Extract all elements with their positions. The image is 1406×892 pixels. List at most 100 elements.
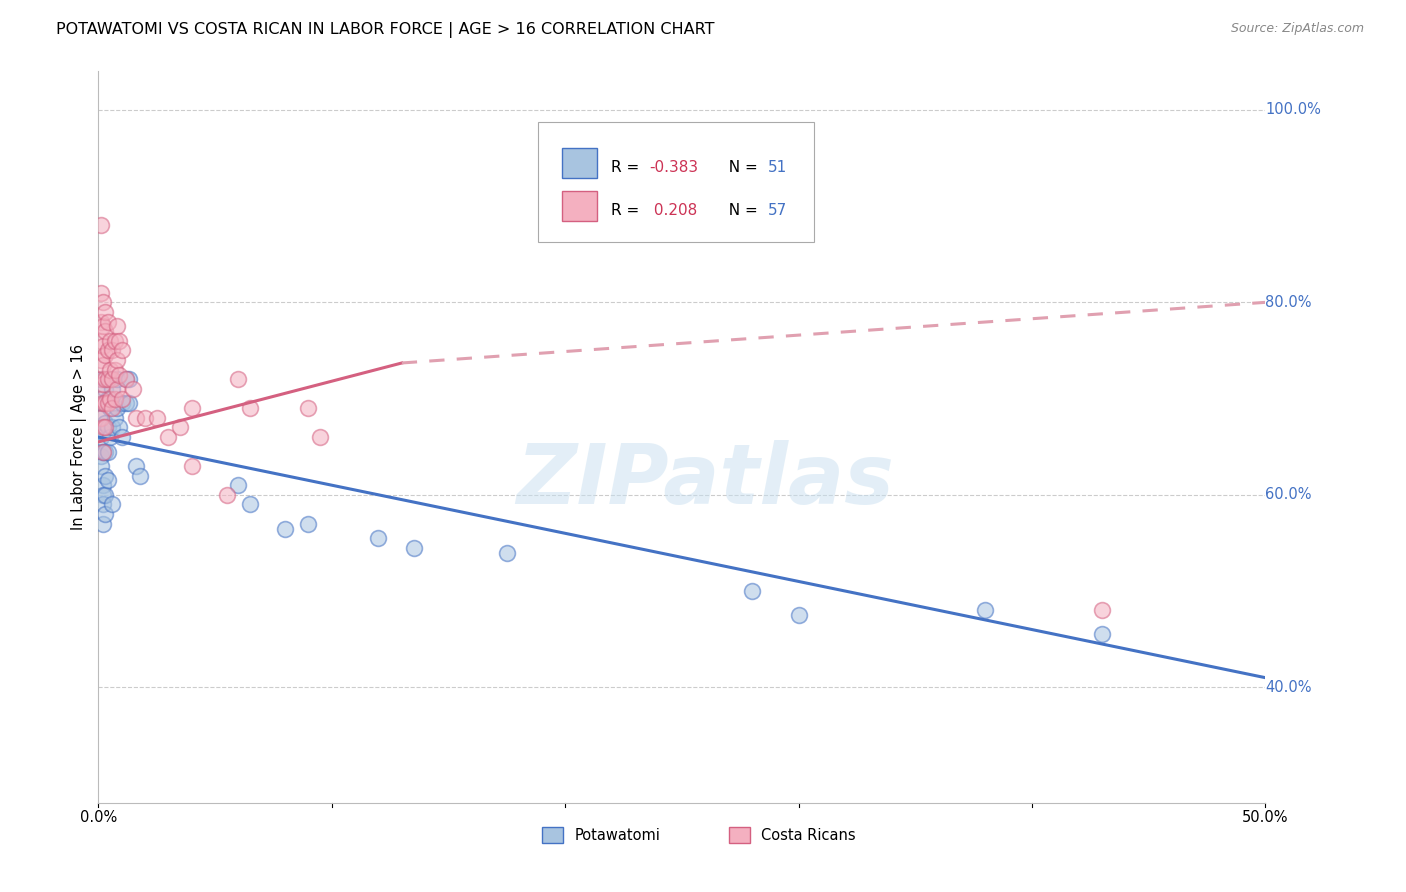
FancyBboxPatch shape: [538, 122, 814, 242]
Point: [97, 474, 120, 488]
Point: [741, 584, 763, 599]
Point: [787, 608, 810, 623]
Point: [90, 353, 112, 368]
Point: [90, 372, 112, 386]
Point: [367, 531, 389, 545]
Point: [90, 315, 112, 329]
Point: [98, 401, 121, 416]
Text: N =: N =: [720, 161, 763, 175]
Point: [91, 420, 114, 434]
Point: [91, 425, 114, 440]
Point: [94, 420, 117, 434]
Point: [94, 305, 117, 319]
Point: [98, 334, 121, 348]
Point: [239, 498, 262, 512]
Point: [108, 334, 131, 348]
Point: [125, 410, 148, 425]
Point: [97, 392, 120, 406]
Text: POTAWATOMI VS COSTA RICAN IN LABOR FORCE | AGE > 16 CORRELATION CHART: POTAWATOMI VS COSTA RICAN IN LABOR FORCE…: [56, 22, 714, 38]
Point: [157, 430, 180, 444]
Point: [94, 468, 117, 483]
Point: [98, 392, 121, 406]
Point: [97, 372, 120, 386]
Point: [90, 219, 112, 233]
Point: [94, 396, 117, 410]
Point: [104, 410, 127, 425]
Point: [97, 420, 120, 434]
Point: [101, 372, 124, 386]
Point: [105, 319, 128, 334]
Point: [122, 382, 145, 396]
Point: [98, 372, 121, 386]
Text: R =: R =: [610, 203, 644, 219]
Point: [105, 372, 128, 386]
Point: [228, 478, 250, 492]
Bar: [728, 827, 749, 843]
Point: [104, 334, 127, 348]
Point: [90, 410, 112, 425]
Point: [105, 382, 128, 396]
Text: 51: 51: [768, 161, 787, 175]
Point: [239, 401, 262, 416]
Point: [118, 396, 141, 410]
Point: [90, 285, 112, 300]
Point: [974, 603, 997, 617]
Text: 100.0%: 100.0%: [1265, 103, 1322, 118]
Point: [90, 334, 112, 348]
Point: [91, 377, 114, 392]
Point: [1091, 627, 1114, 641]
Point: [97, 396, 120, 410]
Y-axis label: In Labor Force | Age > 16: In Labor Force | Age > 16: [72, 344, 87, 530]
Point: [101, 382, 124, 396]
Text: 0.208: 0.208: [650, 203, 697, 219]
Point: [105, 401, 128, 416]
Point: [215, 488, 238, 502]
Point: [94, 372, 117, 386]
Text: 40.0%: 40.0%: [1265, 680, 1312, 695]
Point: [115, 396, 138, 410]
Point: [108, 420, 131, 434]
Text: 50.0%: 50.0%: [1241, 811, 1289, 825]
Text: 57: 57: [768, 203, 787, 219]
Point: [115, 372, 138, 386]
Text: N =: N =: [720, 203, 763, 219]
Point: [105, 353, 128, 368]
Text: Source: ZipAtlas.com: Source: ZipAtlas.com: [1230, 22, 1364, 36]
Point: [90, 392, 112, 406]
Point: [309, 430, 332, 444]
Point: [94, 382, 117, 396]
Point: [91, 396, 114, 410]
Point: [101, 420, 124, 434]
Point: [402, 541, 425, 555]
Point: [297, 401, 319, 416]
Point: [91, 444, 114, 458]
Point: [91, 498, 114, 512]
Point: [90, 450, 112, 464]
Point: [90, 430, 112, 444]
Point: [104, 362, 127, 376]
Point: [146, 410, 169, 425]
Point: [169, 420, 191, 434]
Bar: [562, 192, 596, 221]
Point: [91, 516, 114, 531]
Point: [91, 396, 114, 410]
Point: [101, 401, 124, 416]
Point: [129, 468, 152, 483]
Point: [101, 343, 124, 358]
Text: -0.383: -0.383: [650, 161, 699, 175]
Point: [180, 458, 202, 473]
Point: [94, 324, 117, 338]
Point: [1091, 603, 1114, 617]
Point: [91, 338, 114, 352]
Point: [91, 488, 114, 502]
Bar: [541, 827, 562, 843]
Point: [104, 392, 127, 406]
Point: [91, 372, 114, 386]
Point: [118, 372, 141, 386]
Point: [108, 368, 131, 382]
Text: 80.0%: 80.0%: [1265, 295, 1312, 310]
Text: ZIPatlas: ZIPatlas: [516, 441, 894, 522]
Point: [134, 410, 156, 425]
Point: [90, 458, 112, 473]
Point: [94, 444, 117, 458]
